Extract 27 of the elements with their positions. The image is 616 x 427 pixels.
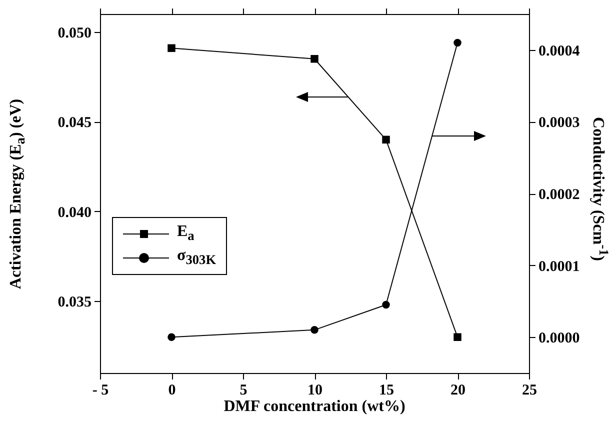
point: [310, 55, 318, 63]
x-tick-label: 25: [522, 382, 537, 398]
point: [454, 333, 462, 341]
point: [454, 38, 462, 47]
x-tick-label: 10: [308, 382, 322, 398]
y2-tick-label: 0.0004: [538, 43, 580, 60]
x-tick-label: 0: [168, 382, 176, 398]
legend-label: E$_{a}$: [177, 223, 194, 245]
x-tick-label: - 5: [92, 382, 109, 398]
y-tick-label: 0.050: [58, 25, 92, 42]
point: [382, 300, 390, 309]
point: [168, 333, 176, 341]
x-tick-label: 15: [379, 382, 394, 398]
x-tick-label: 20: [450, 382, 466, 398]
y2-tick-label: 0.0002: [538, 187, 580, 203]
y2-tick-label: 0.0000: [538, 330, 580, 347]
y2-tick-label: 0.0003: [538, 115, 580, 132]
legend-label: σ$_{303K}$: [177, 247, 216, 269]
y-tick-label: 0.040: [58, 204, 92, 221]
x-axis-title: DMF concentration (wt%): [224, 398, 406, 416]
point: [310, 326, 318, 334]
point: [168, 44, 176, 52]
y-tick-label: 0.045: [58, 115, 92, 132]
y-tick-label: 0.035: [58, 294, 92, 311]
y2-tick-label: 0.0001: [538, 258, 580, 275]
point: [382, 136, 390, 144]
x-tick-label: 5: [240, 382, 248, 398]
